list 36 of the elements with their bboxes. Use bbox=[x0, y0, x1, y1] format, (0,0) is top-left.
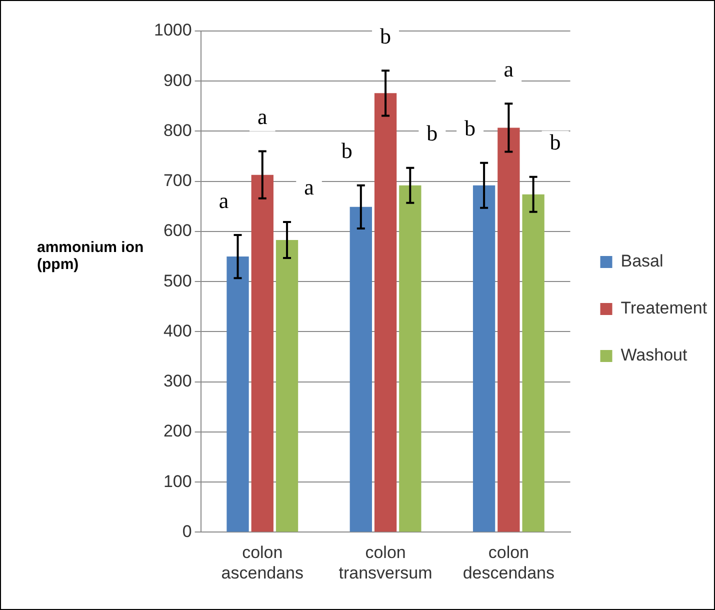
annotation: a bbox=[218, 188, 229, 213]
annotation: b bbox=[341, 138, 352, 164]
y-tick-label: 0 bbox=[182, 522, 192, 541]
legend-label: Treatement bbox=[620, 298, 708, 318]
annotation: b bbox=[550, 130, 561, 155]
y-tick-label: 200 bbox=[163, 422, 192, 441]
bar bbox=[522, 194, 544, 532]
y-tick-label: 500 bbox=[163, 271, 192, 290]
y-tick-label: 600 bbox=[163, 221, 192, 240]
y-tick-label: 400 bbox=[163, 321, 192, 340]
bar bbox=[374, 93, 397, 532]
annotation: b bbox=[380, 23, 392, 48]
bar bbox=[276, 240, 298, 532]
y-tick-label: 700 bbox=[163, 171, 192, 190]
bar bbox=[399, 185, 422, 532]
bar bbox=[251, 174, 274, 532]
bar bbox=[498, 128, 520, 532]
annotation: b bbox=[464, 116, 476, 141]
annotation: a bbox=[304, 174, 314, 200]
annotation: b bbox=[426, 120, 438, 146]
y-axis-title: ammonium ion (ppm) bbox=[37, 239, 145, 273]
legend-label: Basal bbox=[620, 252, 664, 271]
annotation: a bbox=[258, 104, 268, 130]
bar bbox=[350, 206, 372, 532]
y-tick-label: 800 bbox=[163, 120, 192, 140]
x-tick-label: colon descendans bbox=[462, 543, 555, 582]
y-tick-label: 1000 bbox=[154, 20, 192, 40]
y-tick-label: 900 bbox=[163, 70, 192, 90]
x-tick-label: colon ascendans bbox=[221, 543, 304, 582]
y-tick-label: 100 bbox=[163, 472, 192, 491]
annotation: a bbox=[504, 56, 514, 82]
bar bbox=[472, 185, 496, 532]
bar bbox=[226, 256, 249, 532]
x-tick-label: colon transversum bbox=[338, 543, 432, 582]
legend-label: Washout bbox=[620, 346, 688, 365]
y-tick-label: 300 bbox=[163, 372, 192, 391]
